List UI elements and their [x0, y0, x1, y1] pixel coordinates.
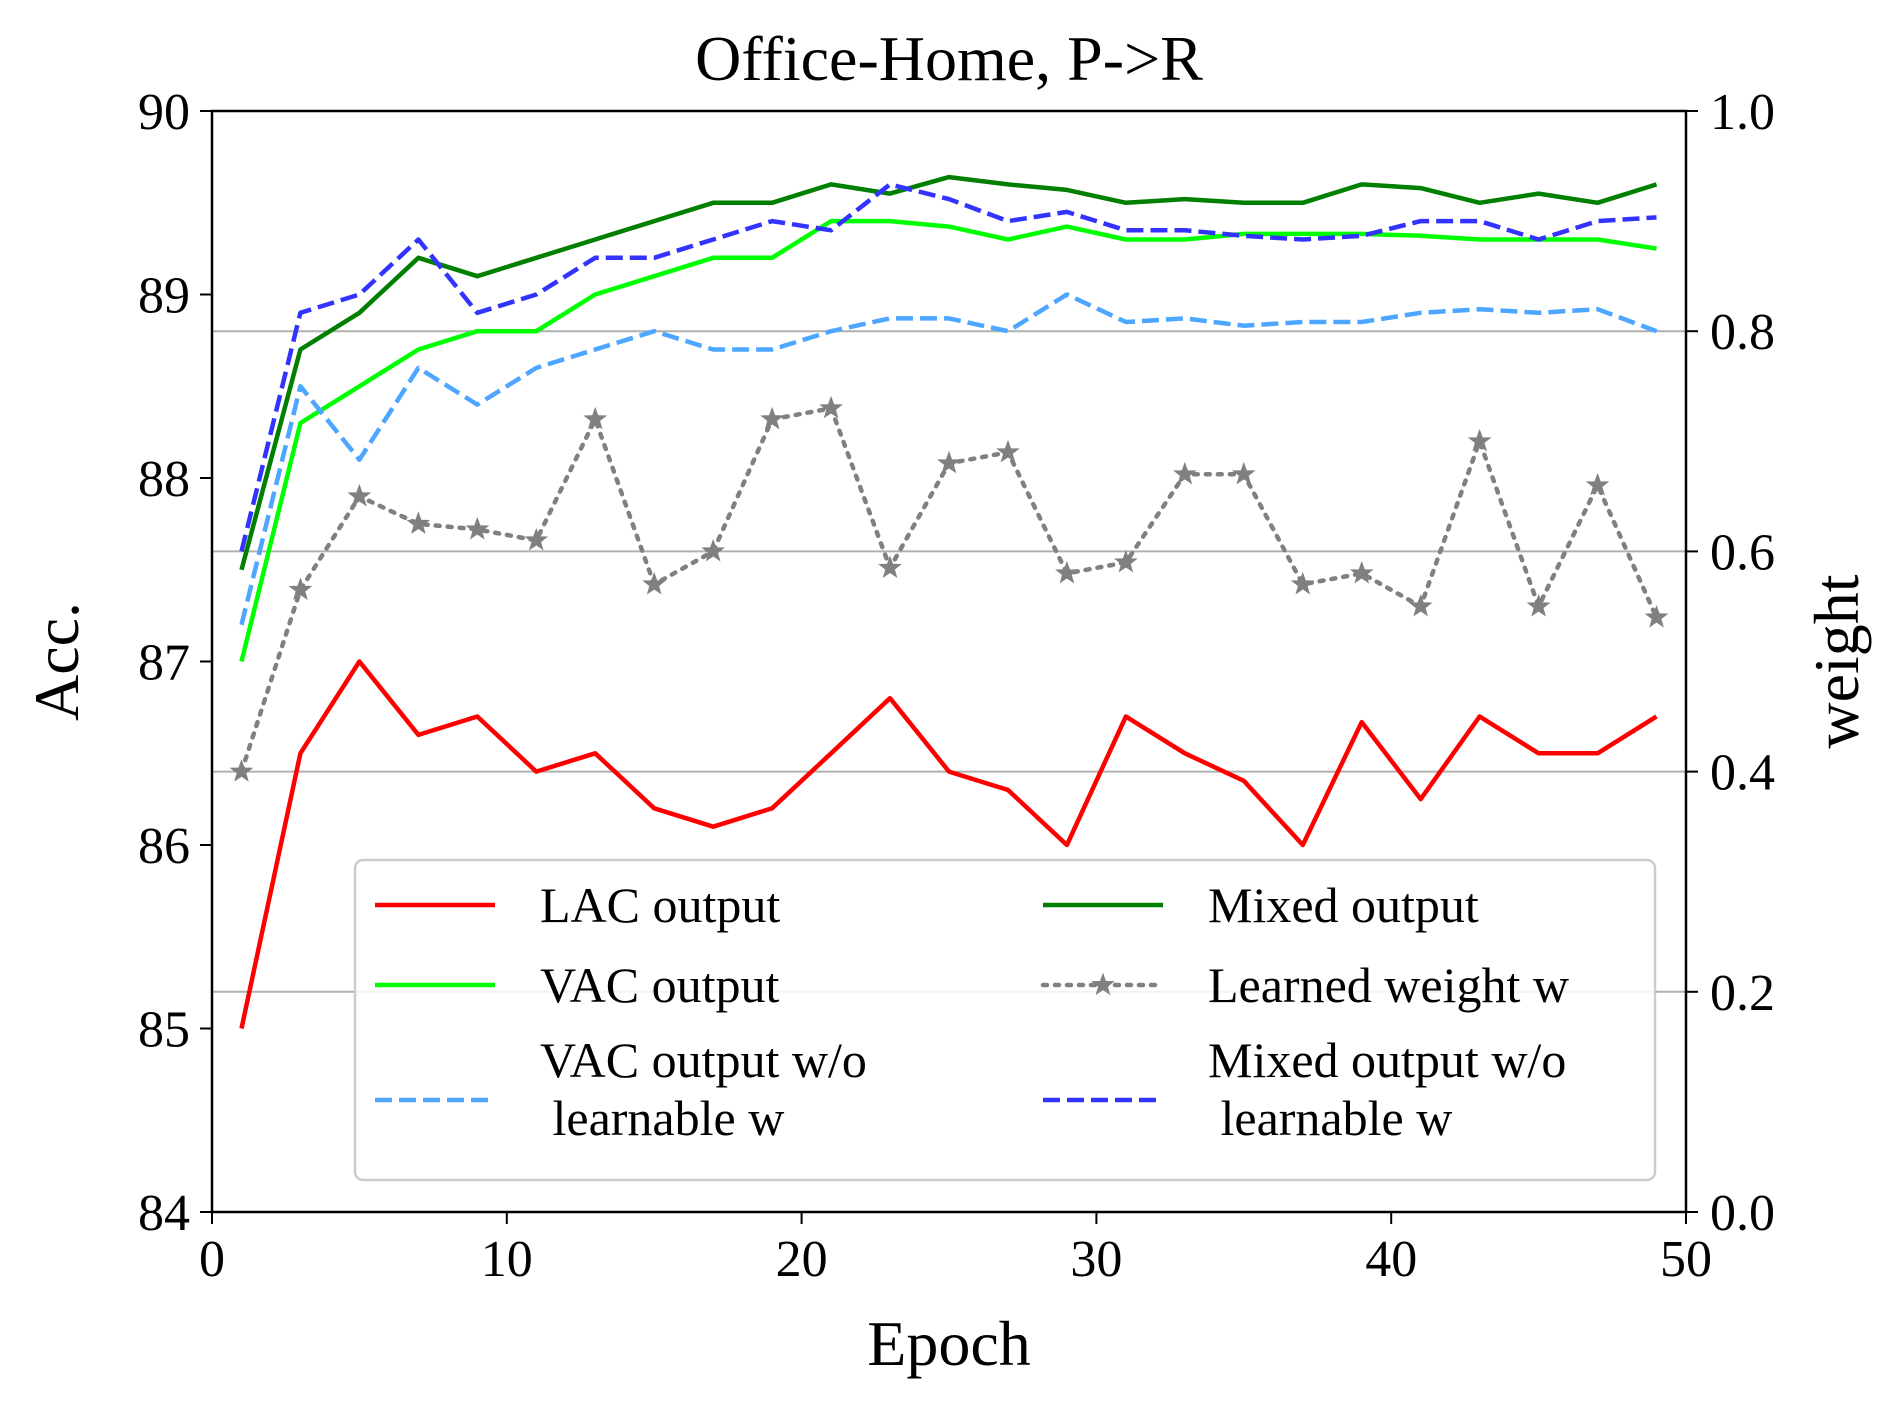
data-point-star [1349, 560, 1374, 584]
y-tick-label: 89 [138, 268, 190, 325]
y2-tick-label: 0.6 [1710, 524, 1775, 581]
data-point-star [760, 406, 784, 430]
series-line [239, 174, 1658, 571]
x-axis-label: Epoch [867, 1308, 1031, 1379]
data-point-star [819, 395, 843, 419]
legend-label-line: learnable w [1208, 1090, 1452, 1146]
data-point-star [465, 516, 490, 540]
series-line [239, 659, 1658, 1029]
y-tick-label: 86 [138, 818, 190, 875]
legend-star-marker [1091, 972, 1115, 996]
legend-label: Learned weight w [1208, 957, 1569, 1013]
data-point-star [583, 406, 608, 430]
data-point-star [347, 483, 372, 507]
y2-tick-label: 0.8 [1710, 304, 1775, 361]
y2-tick-label: 1.0 [1710, 84, 1775, 141]
y2-tick-label: 0.0 [1710, 1185, 1775, 1242]
data-point-star [406, 511, 431, 535]
data-point-star [1290, 571, 1315, 595]
data-point-star [701, 538, 726, 562]
data-point-star [878, 555, 902, 579]
y2-tick-label: 0.2 [1710, 965, 1775, 1022]
series-lines [229, 174, 1669, 1029]
chart-title: Office-Home, P->R [695, 23, 1203, 94]
y-tick-label: 88 [138, 451, 190, 508]
x-tick-label: 30 [1070, 1231, 1122, 1288]
data-point-star [1231, 461, 1256, 485]
data-point-star [996, 439, 1020, 463]
x-tick-label: 0 [199, 1231, 225, 1288]
legend-box [353, 858, 1657, 1182]
legend-label-line: LAC output [540, 877, 780, 933]
legend-label: VAC output w/o learnable w [540, 1032, 867, 1146]
y-axis-label: Acc. [21, 602, 92, 721]
data-point-star [1055, 560, 1079, 584]
x-tick-label: 10 [481, 1231, 533, 1288]
legend-label: VAC output [540, 957, 780, 1013]
legend: LAC output Mixed output VAC output Learned … [353, 858, 1657, 1182]
series-line [239, 218, 1657, 663]
legend-label-line: learnable w [540, 1090, 784, 1146]
y-tick-label: 87 [138, 635, 190, 692]
series-line [239, 182, 1657, 552]
y-tick-label: 85 [138, 1002, 190, 1059]
data-point-star [1408, 593, 1433, 617]
x-tick-label: 20 [776, 1231, 828, 1288]
axis-ticks: 0 10 20 30 40 50 84 85 86 87 88 89 90 0.0 0.2 0.4 0.6 0.8… [138, 84, 1775, 1288]
legend-label: LAC output [540, 877, 780, 933]
series-line [239, 292, 1658, 626]
data-point-star [1467, 428, 1492, 452]
y-tick-label: 90 [138, 84, 190, 141]
legend-label-line: VAC output [540, 957, 780, 1013]
legend-label: Mixed output [1208, 877, 1479, 933]
legend-label-line: Learned weight w [1208, 957, 1569, 1013]
data-point-star [1526, 593, 1551, 617]
legend-label-line: VAC output w/o [540, 1032, 867, 1088]
x-tick-label: 50 [1660, 1231, 1712, 1288]
y-tick-label: 84 [138, 1185, 190, 1242]
data-point-star [524, 527, 549, 551]
data-point-star [937, 450, 961, 474]
legend-label-line: Mixed output w/o [1208, 1032, 1566, 1088]
data-point-star [1113, 549, 1138, 573]
data-point-star [1644, 605, 1669, 628]
data-point-star [1585, 472, 1610, 496]
y2-tick-label: 0.4 [1710, 745, 1775, 802]
data-point-star [1172, 461, 1197, 485]
data-point-star [229, 759, 254, 782]
y2-axis-label: weight [1801, 574, 1872, 748]
legend-label: Mixed output w/o learnable w [1208, 1032, 1566, 1146]
legend-label-line: Mixed output [1208, 877, 1479, 933]
x-tick-label: 40 [1365, 1231, 1417, 1288]
data-point-star [288, 577, 313, 601]
data-point-star [642, 571, 667, 595]
